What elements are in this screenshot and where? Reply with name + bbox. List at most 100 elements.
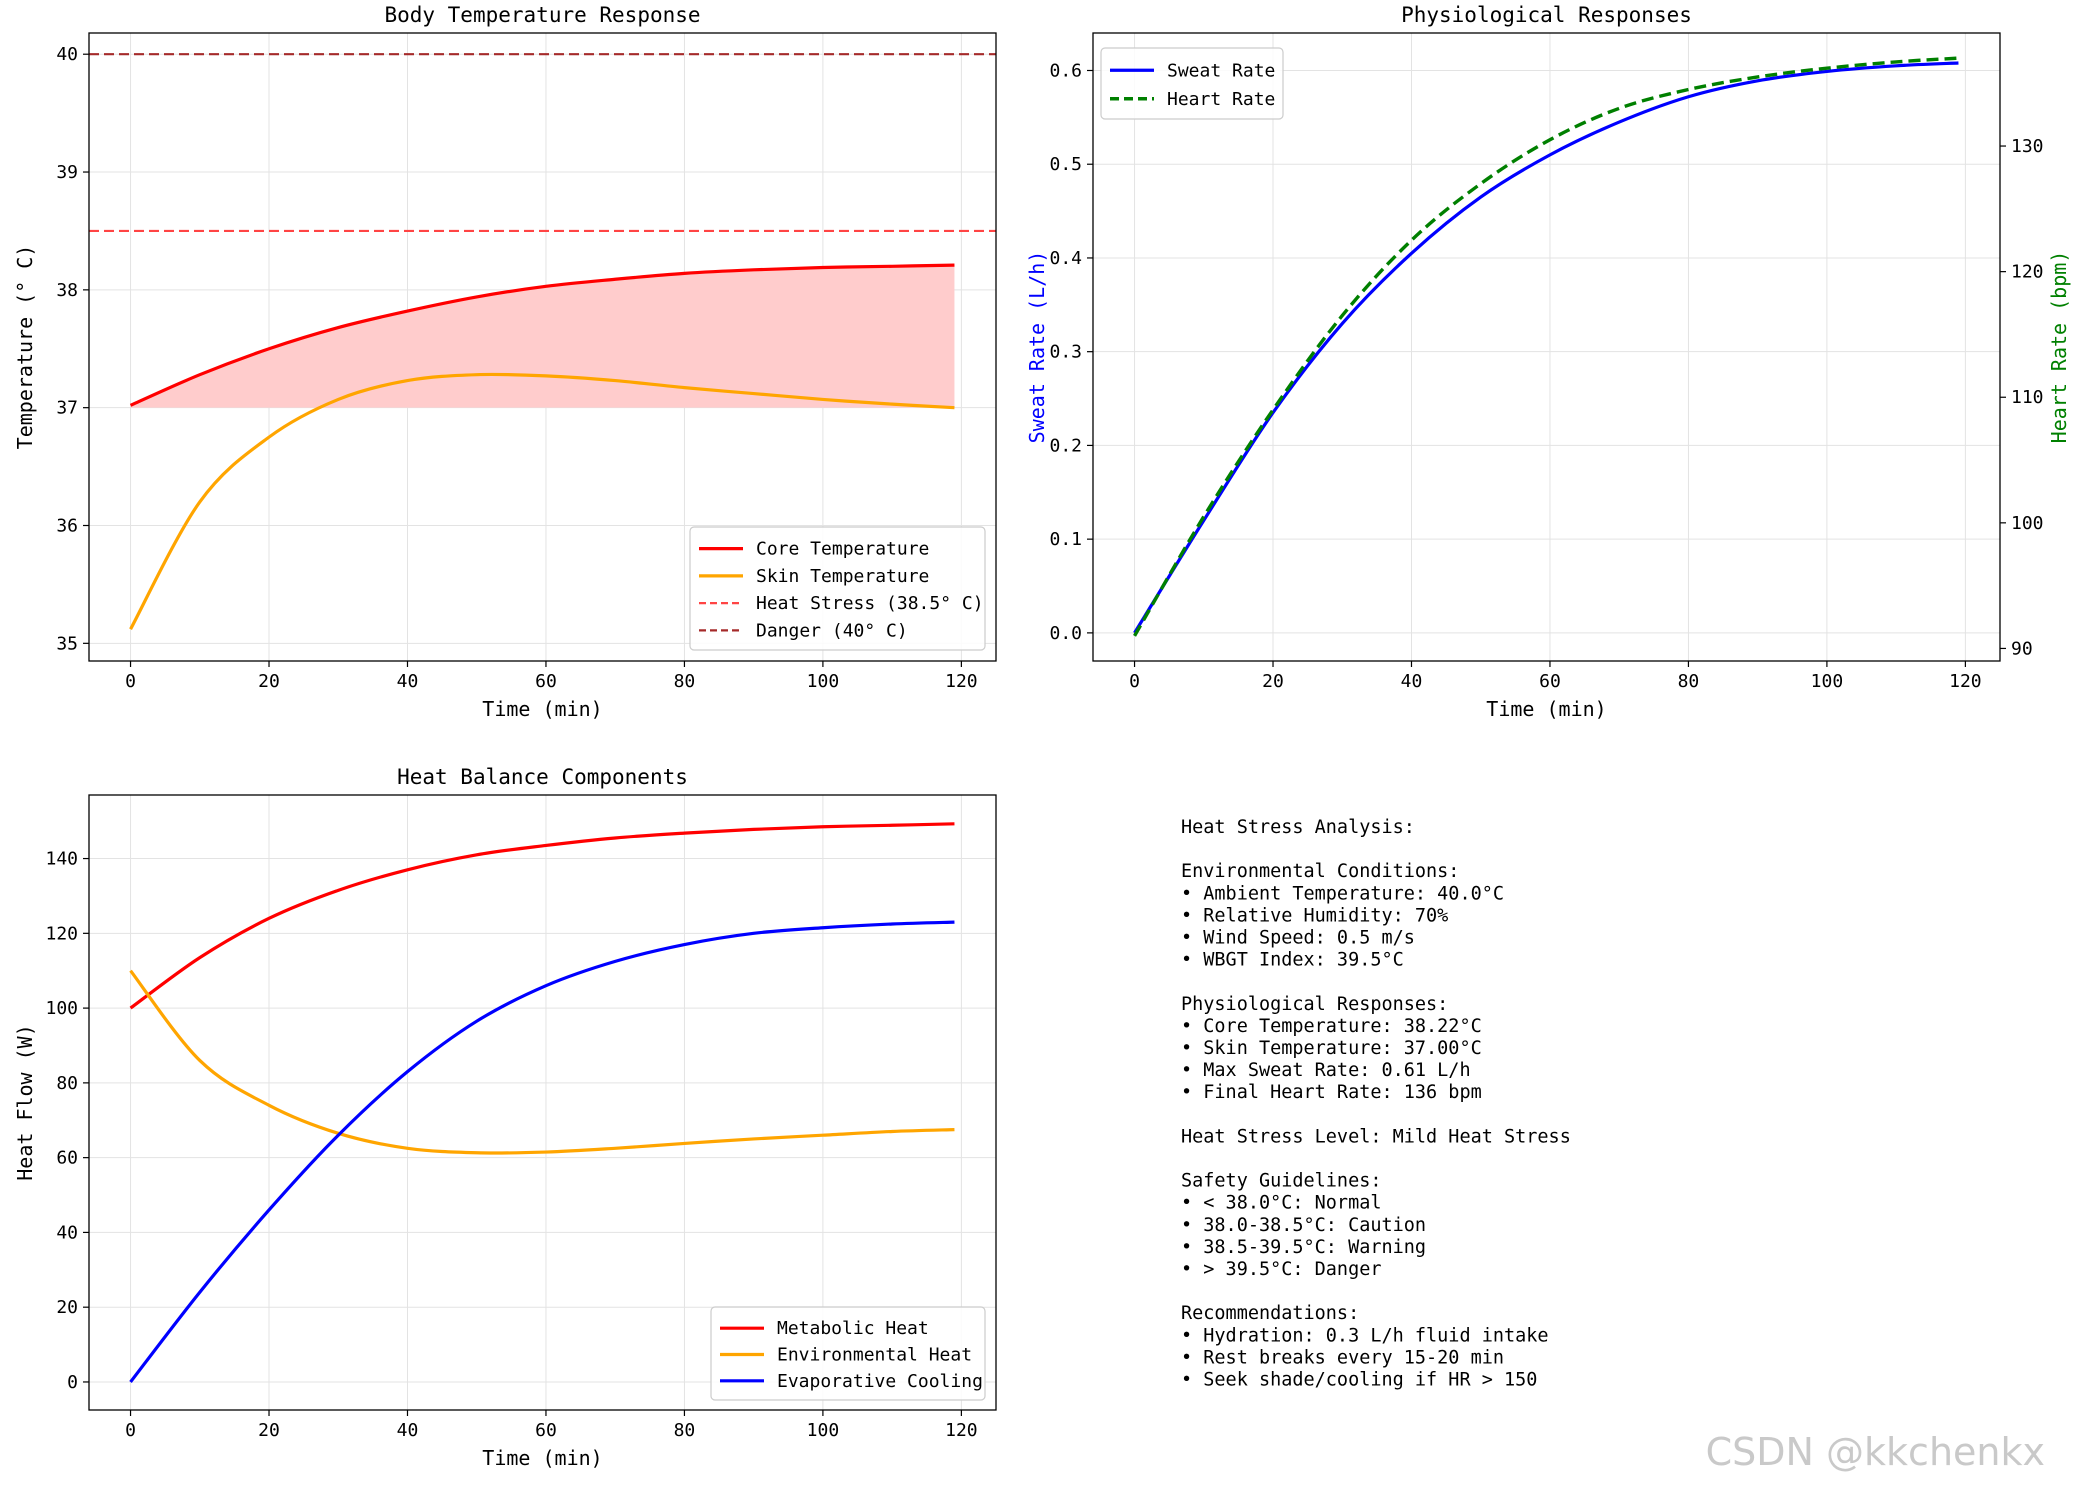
series-line-core-temperature: [129, 263, 955, 407]
legend-label-environmental-heat: Environmental Heat: [777, 1345, 972, 1366]
summary-line: • Core Temperature: 38.22°C: [1181, 1016, 1482, 1037]
x-tick-label: 120: [1949, 671, 1982, 692]
fill-between-area: [130, 265, 955, 408]
legend-label-evaporative-cooling: Evaporative Cooling: [777, 1371, 983, 1392]
legend: Metabolic Heat Environmental Heat Evaporat…: [710, 1306, 986, 1401]
y-tick-label: 38: [56, 280, 78, 301]
legend-label-sweat-rate: Sweat Rate: [1167, 60, 1275, 81]
summary-line: • < 38.0°C: Normal: [1181, 1193, 1381, 1214]
y-tick-label: 0.2: [1049, 435, 1082, 456]
x-tick-label: 20: [258, 1420, 280, 1441]
summary-line: • 38.5-39.5°C: Warning: [1181, 1237, 1426, 1258]
y-tick-label: 0.1: [1049, 529, 1082, 550]
y-tick-label: 0.5: [1049, 154, 1082, 175]
summary-line: Heat Stress Level: Mild Heat Stress: [1181, 1126, 1571, 1147]
y-tick-label: 37: [56, 398, 78, 419]
x-tick-label: 0: [125, 671, 136, 692]
series-line-evaporative-cooling: [129, 920, 955, 1383]
summary-line: Safety Guidelines:: [1181, 1171, 1381, 1192]
y-tick-label: 140: [45, 849, 78, 870]
y-right-axis-label: Heart Rate (bpm): [2047, 251, 2071, 444]
summary-line: • Relative Humidity: 70%: [1181, 905, 1448, 926]
y-right-tick-label: 110: [2011, 387, 2044, 408]
legend-label-heat-stress-38-5-c: Heat Stress (38.5° C): [756, 593, 984, 614]
chart-title: Body Temperature Response: [384, 3, 700, 27]
y-tick-label: 39: [56, 162, 78, 183]
summary-line: • Rest breaks every 15-20 min: [1181, 1347, 1504, 1368]
x-axis-label: Time (min): [482, 697, 602, 721]
axes-frame: [1092, 32, 2001, 662]
heat-stress-summary: Heat Stress Analysis: Environmental Condi…: [1181, 817, 1571, 1391]
y-tick-label: 0.3: [1049, 342, 1082, 363]
x-axis-label: Time (min): [482, 1446, 602, 1470]
summary-line: • Skin Temperature: 37.00°C: [1181, 1038, 1482, 1059]
x-axis-label: Time (min): [1486, 697, 1606, 721]
y-tick-label: 40: [56, 1222, 78, 1243]
x-tick-label: 60: [535, 671, 557, 692]
x-tick-label: 0: [125, 1420, 136, 1441]
x-tick-label: 20: [1262, 671, 1284, 692]
legend-label-metabolic-heat: Metabolic Heat: [777, 1318, 929, 1339]
chart-title: Heat Balance Components: [397, 765, 688, 789]
axes-frame: [88, 794, 997, 1411]
legend-label-heart-rate: Heart Rate: [1167, 89, 1275, 110]
summary-line: • Final Heart Rate: 136 bpm: [1181, 1082, 1482, 1103]
chart-heat-balance: 0 20 40 60 80 100 120 0 20 40 60 80 100 120 140 Heat Ba…: [13, 765, 997, 1470]
summary-line: • Ambient Temperature: 40.0°C: [1181, 883, 1504, 904]
y-tick-label: 0.6: [1049, 60, 1082, 81]
legend-box: [689, 526, 986, 651]
y-axis-label: Temperature (° C): [13, 245, 37, 450]
y-tick-label: 60: [56, 1148, 78, 1169]
summary-line: • Seek shade/cooling if HR > 150: [1181, 1370, 1537, 1391]
x-tick-label: 40: [1401, 671, 1423, 692]
y-tick-label: 20: [56, 1297, 78, 1318]
y-tick-label: 0.4: [1049, 248, 1082, 269]
summary-line: Physiological Responses:: [1181, 994, 1448, 1015]
chart-title: Physiological Responses: [1401, 3, 1692, 27]
y-tick-label: 0.0: [1049, 623, 1082, 644]
y-tick-label: 80: [56, 1073, 78, 1094]
summary-line: • Max Sweat Rate: 0.61 L/h: [1181, 1060, 1471, 1081]
legend-label-danger-40-c: Danger (40° C): [756, 620, 908, 641]
x-tick-label: 40: [397, 1420, 419, 1441]
series-line-skin-temperature: [129, 372, 955, 630]
legend-label-core-temperature: Core Temperature: [756, 539, 929, 560]
series-line-metabolic-heat: [129, 822, 955, 1010]
y-tick-label: 120: [45, 923, 78, 944]
y-axis-label: Sweat Rate (L/h): [1025, 251, 1049, 444]
series-line-sweat-rate: [1133, 61, 1959, 634]
y-tick-label: 40: [56, 44, 78, 65]
y-right-tick-label: 100: [2011, 513, 2044, 534]
legend-box: [710, 1306, 986, 1401]
y-tick-label: 0: [67, 1372, 78, 1393]
x-tick-label: 80: [674, 1420, 696, 1441]
y-tick-label: 100: [45, 998, 78, 1019]
series-line-environmental-heat: [129, 969, 955, 1155]
x-tick-label: 100: [807, 671, 840, 692]
y-right-tick-label: 130: [2011, 136, 2044, 157]
x-tick-label: 20: [258, 671, 280, 692]
summary-line: • WBGT Index: 39.5°C: [1181, 950, 1404, 971]
x-tick-label: 100: [1811, 671, 1844, 692]
summary-line: • Hydration: 0.3 L/h fluid intake: [1181, 1325, 1549, 1346]
summary-line: • 38.0-38.5°C: Caution: [1181, 1215, 1426, 1236]
legend-label-skin-temperature: Skin Temperature: [756, 566, 929, 587]
y-right-tick-label: 90: [2011, 638, 2033, 659]
x-tick-label: 120: [945, 1420, 978, 1441]
x-tick-label: 0: [1129, 671, 1140, 692]
summary-line: Heat Stress Analysis:: [1181, 817, 1415, 838]
legend-box: [1100, 47, 1284, 120]
y-tick-label: 35: [56, 633, 78, 654]
axes-frame: [88, 32, 997, 662]
x-tick-label: 80: [674, 671, 696, 692]
x-tick-label: 120: [945, 671, 978, 692]
series-line-heart-rate: [1133, 56, 1959, 637]
summary-line: Environmental Conditions:: [1181, 861, 1459, 882]
chart-physiological-responses: 0 20 40 60 80 100 120 0.0 0.1 0.2 0.3 0.4 0.5 0.6 90 10…: [1025, 3, 2071, 721]
legend: Core Temperature Skin Temperature Heat Str…: [689, 526, 986, 651]
chart-body-temperature: 0 20 40 60 80 100 120 35 36 37 38 39 40 Body Temperat…: [13, 3, 997, 721]
x-tick-label: 80: [1678, 671, 1700, 692]
y-axis-label: Heat Flow (W): [13, 1024, 37, 1181]
